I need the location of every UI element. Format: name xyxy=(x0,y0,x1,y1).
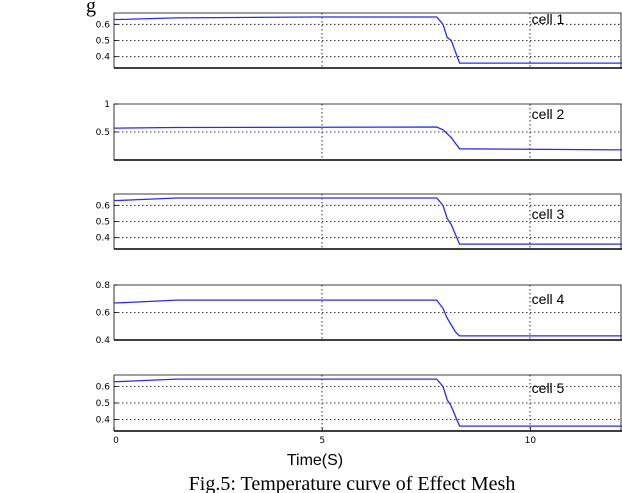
panel-cell-4: 0.4 0.6 0.8 cell 4 xyxy=(96,281,622,346)
cell-label: cell 4 xyxy=(532,291,565,307)
cell-label: cell 2 xyxy=(532,106,565,122)
panel-cell-1: 0.4 0.5 0.6 cell 1 xyxy=(96,11,622,69)
y-tick-label: 0.4 xyxy=(96,53,111,63)
cell-label: cell 3 xyxy=(532,206,565,222)
x-axis-label: Time(S) xyxy=(287,452,343,469)
panel-cell-3: 0.4 0.5 0.6 cell 3 xyxy=(96,193,622,250)
cell-label: cell 1 xyxy=(532,11,565,27)
y-tick-label: 0.5 xyxy=(96,128,110,138)
y-tick-label: 0.8 xyxy=(96,281,111,291)
temperature-series-line xyxy=(114,299,622,337)
y-tick-label: 1 xyxy=(104,100,110,110)
y-tick-label: 0.5 xyxy=(96,37,110,47)
x-tick-label: 5 xyxy=(319,436,325,446)
panels: 0.4 0.5 0.6 cell 1 0.5 1 cell 2 0.4 0.5 0.6 cell 3… xyxy=(96,11,622,432)
y-tick-label: 0.6 xyxy=(96,20,111,30)
cell-label: cell 5 xyxy=(532,380,565,396)
x-tick-label: 10 xyxy=(525,436,537,446)
y-tick-label: 0.4 xyxy=(96,234,111,244)
temperature-series-line xyxy=(114,197,622,245)
y-tick-label: 0.6 xyxy=(96,309,111,319)
y-tick-label: 0.5 xyxy=(96,399,110,409)
panel-cell-2: 0.5 1 cell 2 xyxy=(96,100,622,161)
y-tick-label: 0.5 xyxy=(96,218,110,228)
temperature-series-line xyxy=(114,16,622,64)
y-tick-label: 0.6 xyxy=(96,383,111,393)
figure-title-fragment: g xyxy=(86,0,96,17)
figure-caption: Fig.5: Temperature curve of Effect Mesh xyxy=(189,473,516,493)
panel-cell-5: 0.4 0.5 0.6 cell 5 xyxy=(96,374,622,432)
y-tick-label: 0.4 xyxy=(96,336,111,346)
x-tick-label: 0 xyxy=(113,436,119,446)
temperature-series-line xyxy=(114,378,622,427)
y-tick-label: 0.4 xyxy=(96,415,111,425)
temperature-series-line xyxy=(114,126,622,151)
x-axis-ticks: 0 5 10 xyxy=(113,427,536,446)
y-tick-label: 0.6 xyxy=(96,201,111,211)
